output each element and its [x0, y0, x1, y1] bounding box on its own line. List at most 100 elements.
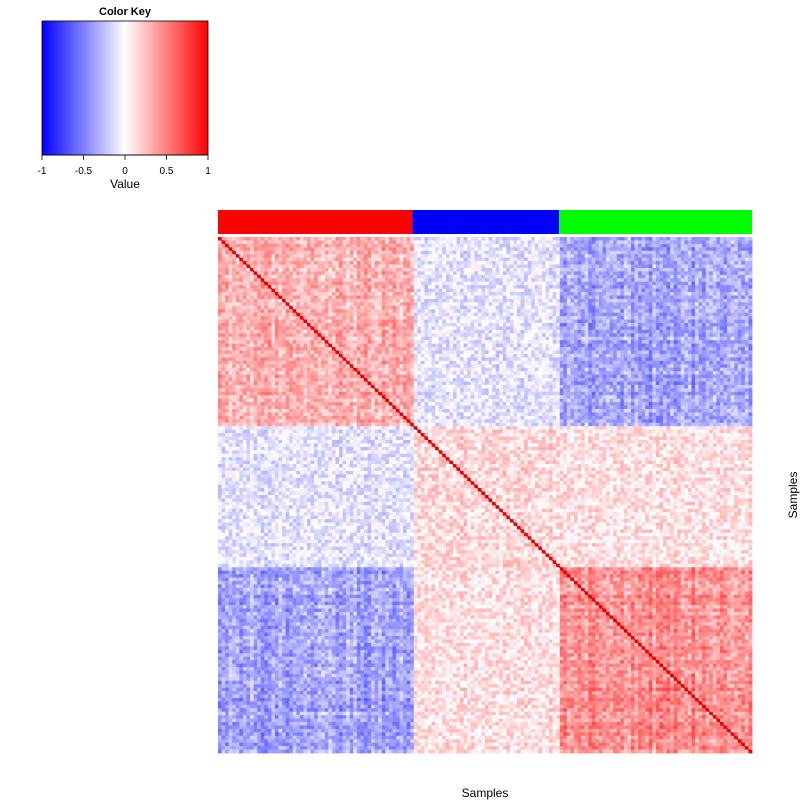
heatmap-cell [648, 329, 653, 334]
heatmap-cell [470, 340, 475, 345]
heatmap-cell [321, 329, 326, 334]
heatmap-cell [659, 326, 664, 331]
heatmap-cell [228, 350, 233, 355]
heatmap-cell [609, 274, 614, 279]
heatmap-cell [474, 254, 479, 259]
heatmap-cell [687, 343, 692, 348]
heatmap-cell [616, 329, 621, 334]
heatmap-cell [638, 285, 643, 289]
heatmap-cell [652, 281, 657, 286]
heatmap-cell [424, 264, 429, 269]
heatmap-cell [314, 340, 319, 345]
heatmap-cell [702, 243, 707, 248]
heatmap-cell [495, 250, 500, 255]
heatmap-cell [477, 329, 482, 334]
heatmap-cell [463, 250, 468, 255]
heatmap-cell [250, 305, 254, 310]
heatmap-cell [570, 288, 575, 293]
heatmap-cell [342, 254, 347, 259]
heatmap-cell [349, 329, 354, 334]
heatmap-cell [239, 237, 244, 241]
heatmap-cell [549, 264, 554, 269]
heatmap-cell [410, 257, 415, 262]
heatmap-cell [538, 278, 543, 283]
heatmap-cell [413, 267, 418, 272]
heatmap-cell [627, 336, 632, 341]
heatmap-cell [310, 240, 315, 245]
heatmap-cell [673, 271, 678, 276]
heatmap-cell [385, 278, 390, 283]
heatmap-cell [666, 261, 671, 265]
heatmap-cell [499, 237, 504, 241]
heatmap-cell [541, 264, 546, 269]
heatmap-cell [609, 326, 614, 331]
heatmap-cell [623, 319, 628, 324]
heatmap-cell [485, 295, 489, 300]
heatmap-cell [723, 250, 728, 255]
heatmap-cell [606, 264, 610, 269]
heatmap-cell [388, 274, 393, 279]
heatmap-cell [324, 316, 329, 320]
heatmap-cell [474, 243, 479, 248]
heatmap-cell [460, 340, 465, 345]
heatmap-cell [328, 274, 333, 279]
heatmap-cell [321, 274, 326, 279]
heatmap-cell [292, 347, 297, 351]
heatmap-cell [424, 340, 429, 345]
heatmap-cell [716, 292, 721, 296]
heatmap-cell [381, 267, 386, 272]
heatmap-cell [403, 281, 408, 286]
heatmap-cell [367, 281, 372, 286]
heatmap-cell [574, 340, 578, 345]
heatmap-cell [584, 247, 589, 252]
heatmap-cell [264, 298, 269, 303]
heatmap-cell [410, 274, 415, 279]
heatmap-cell [531, 285, 536, 289]
heatmap-cell [663, 281, 667, 286]
heatmap-cell [559, 305, 564, 310]
heatmap-cell [538, 347, 543, 351]
heatmap-cell [356, 254, 361, 259]
heatmap-cell [684, 316, 689, 320]
heatmap-cell [349, 278, 354, 283]
heatmap-cell [481, 264, 486, 269]
heatmap-cell [456, 343, 461, 348]
heatmap-cell [655, 302, 660, 307]
heatmap-cell [627, 316, 632, 320]
heatmap-cell [477, 281, 482, 286]
heatmap-cell [634, 254, 639, 259]
heatmap-cell [513, 340, 518, 345]
heatmap-cell [563, 298, 568, 303]
heatmap-cell [577, 329, 582, 334]
heatmap-cell [324, 254, 329, 259]
heatmap-cell [623, 309, 628, 314]
heatmap-cell [677, 274, 682, 279]
heatmap-cell [541, 329, 546, 334]
heatmap-cell [374, 319, 379, 324]
heatmap-cell [381, 316, 386, 320]
heatmap-cell [218, 250, 222, 255]
heatmap-cell [356, 240, 361, 245]
heatmap-cell [620, 288, 625, 293]
heatmap-cell [438, 257, 443, 262]
heatmap-cell [303, 240, 308, 245]
heatmap-cell [517, 264, 521, 269]
heatmap-cell [581, 319, 586, 324]
heatmap-cell [296, 240, 301, 245]
heatmap-cell [719, 288, 724, 293]
heatmap-cell [698, 243, 703, 248]
heatmap-cell [645, 298, 650, 303]
heatmap-cell [534, 340, 539, 345]
heatmap-cell [513, 323, 518, 327]
heatmap-cell [719, 267, 724, 272]
heatmap-cell [267, 240, 272, 245]
heatmap-cell [328, 340, 333, 345]
heatmap-cell [470, 329, 475, 334]
heatmap-cell [549, 316, 554, 320]
heatmap-cell [541, 285, 546, 289]
color-key-tick-label: -0.5 [75, 166, 93, 177]
heatmap-cell [719, 316, 724, 320]
heatmap-cell [659, 343, 664, 348]
heatmap-cell [652, 264, 657, 269]
heatmap-cell [485, 247, 489, 252]
